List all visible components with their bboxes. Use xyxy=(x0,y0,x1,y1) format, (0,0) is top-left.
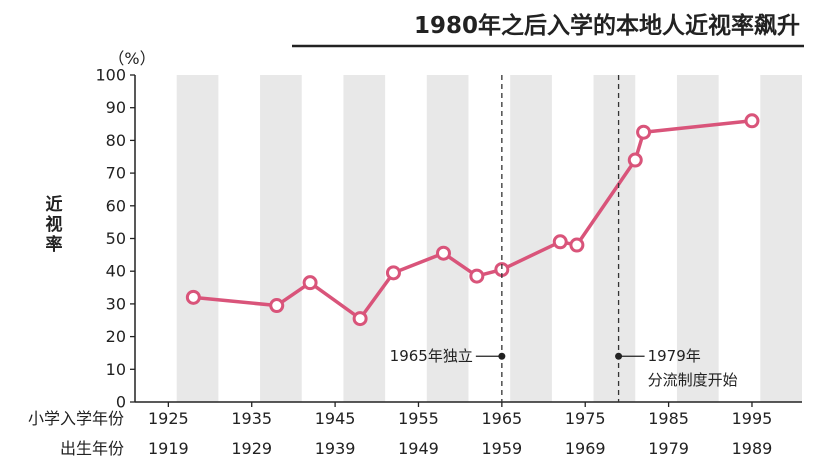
x-tick-label-birth: 1969 xyxy=(565,439,606,458)
y-tick-label: 80 xyxy=(106,131,126,150)
data-point xyxy=(636,124,652,140)
data-point xyxy=(627,152,643,168)
chart-title: 1980年之后入学的本地人近视率飙升 xyxy=(414,12,800,39)
x-tick-label-birth: 1989 xyxy=(732,439,773,458)
data-point xyxy=(552,234,568,250)
shaded-band-7 xyxy=(760,75,802,402)
x-tick-label-enrollment: 1925 xyxy=(148,409,189,428)
y-tick-label: 30 xyxy=(106,294,126,313)
data-point xyxy=(435,245,451,261)
x-tick-label-enrollment: 1945 xyxy=(315,409,356,428)
annotation-label-1-line-0: 1979年 xyxy=(648,347,701,365)
shaded-band-3 xyxy=(426,75,469,402)
shaded-band-4 xyxy=(510,75,552,402)
x-tick-label-birth: 1979 xyxy=(648,439,689,458)
y-axis-label-char: 率 xyxy=(46,234,63,255)
x-tick-label-birth: 1929 xyxy=(231,439,272,458)
x-tick-label-enrollment: 1995 xyxy=(732,409,773,428)
shaded-band-0 xyxy=(176,75,219,402)
data-point xyxy=(352,311,368,327)
x-tick-label-birth: 1949 xyxy=(398,439,439,458)
data-point xyxy=(569,237,585,253)
x-tick-label-birth: 1919 xyxy=(148,439,189,458)
data-point xyxy=(744,113,760,129)
data-point xyxy=(269,298,285,314)
x-row-label-enrollment: 小学入学年份 xyxy=(28,409,124,428)
y-tick-label: 40 xyxy=(106,262,126,281)
y-axis-label-char: 视 xyxy=(46,214,63,235)
y-tick-label: 60 xyxy=(106,196,126,215)
y-tick-label: 20 xyxy=(106,327,126,346)
data-point xyxy=(302,275,318,291)
x-tick-label-birth: 1959 xyxy=(481,439,522,458)
x-tick-label-enrollment: 1985 xyxy=(648,409,689,428)
y-axis-label: 近视率 xyxy=(46,194,63,255)
x-tick-label-enrollment: 1965 xyxy=(481,409,522,428)
data-point xyxy=(469,268,485,284)
annotation-label-1-line-1: 分流制度开始 xyxy=(648,371,738,389)
shaded-band-1 xyxy=(260,75,302,402)
x-tick-label-enrollment: 1955 xyxy=(398,409,439,428)
y-tick-label: 50 xyxy=(106,229,126,248)
x-tick-label-birth: 1939 xyxy=(315,439,356,458)
y-axis-label-char: 近 xyxy=(46,194,63,215)
y-unit-label: （%） xyxy=(108,49,155,68)
x-tick-label-enrollment: 1975 xyxy=(565,409,606,428)
y-tick-label: 100 xyxy=(95,66,126,85)
data-point xyxy=(185,289,201,305)
y-tick-label: 0 xyxy=(116,393,126,412)
y-tick-label: 90 xyxy=(106,98,126,117)
y-tick-label: 10 xyxy=(106,360,126,379)
x-row-label-birth: 出生年份 xyxy=(60,439,124,458)
annotation-label-0: 1965年独立 xyxy=(390,347,473,365)
shaded-band-2 xyxy=(343,75,386,402)
x-tick-label-enrollment: 1935 xyxy=(231,409,272,428)
y-tick-label: 70 xyxy=(106,164,126,183)
data-point xyxy=(385,265,401,281)
shaded-band-5 xyxy=(593,75,636,402)
